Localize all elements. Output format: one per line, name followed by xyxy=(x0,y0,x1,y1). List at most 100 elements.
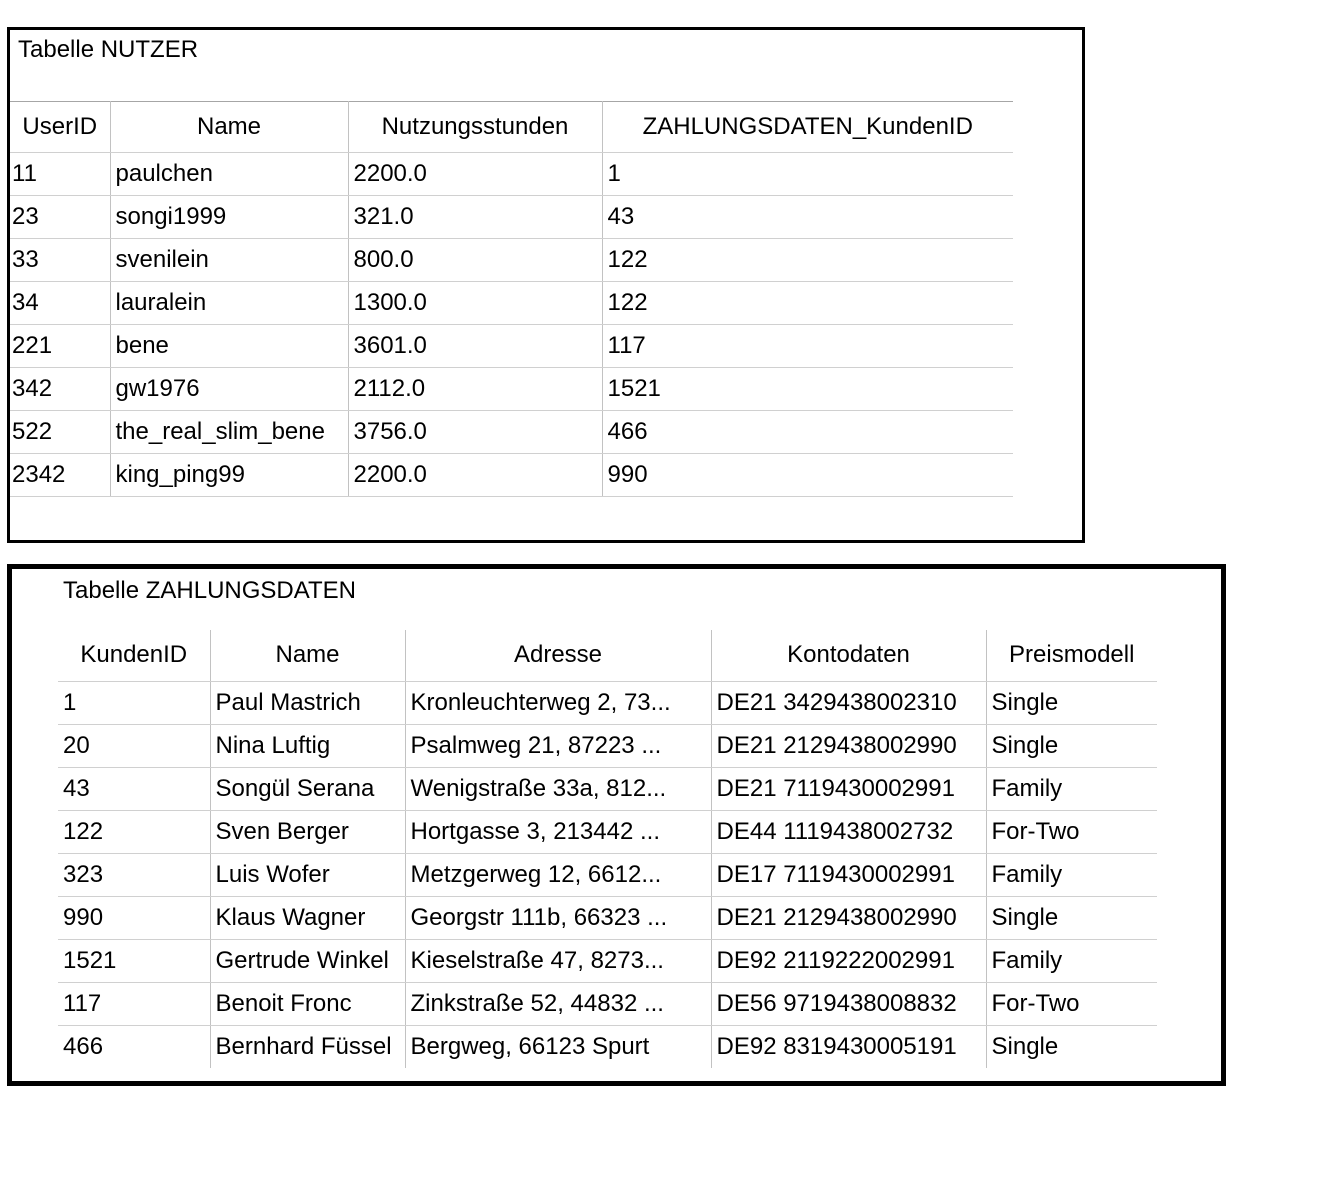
table-cell: Luis Wofer xyxy=(210,853,406,897)
table-cell: 800.0 xyxy=(348,238,603,282)
table-cell: Zinkstraße 52, 44832 ... xyxy=(405,982,712,1026)
table-row: 522 the_real_slim_bene 3756.0 466 xyxy=(10,410,1013,454)
table-cell: bene xyxy=(110,324,349,368)
table-cell: Bernhard Füssel xyxy=(210,1025,406,1068)
table-row: 20 Nina Luftig Psalmweg 21, 87223 ... DE21 … xyxy=(58,724,1157,768)
table-row: 122 Sven Berger Hortgasse 3, 213442 ... DE4… xyxy=(58,810,1157,854)
table-cell: 2342 xyxy=(10,453,111,497)
table-cell: 221 xyxy=(10,324,111,368)
column-header: Name xyxy=(110,101,349,153)
column-header: KundenID xyxy=(58,630,211,682)
table-cell: king_ping99 xyxy=(110,453,349,497)
column-header: Name xyxy=(210,630,406,682)
zahlungsdaten-table-body: 1 Paul Mastrich Kronleuchterweg 2, 73... DE… xyxy=(58,681,1157,1068)
table-cell: the_real_slim_bene xyxy=(110,410,349,454)
table-cell: 43 xyxy=(58,767,211,811)
table-row: 2342 king_ping99 2200.0 990 xyxy=(10,453,1013,497)
table-cell: Single xyxy=(991,1032,1059,1060)
table-cell: 2200.0 xyxy=(348,152,603,196)
table-row: 342 gw1976 2112.0 1521 xyxy=(10,367,1013,411)
nutzer-table-panel: Tabelle NUTZER UserID Name Nutzungsstunden… xyxy=(7,27,1085,543)
table-row: 33 svenilein 800.0 122 xyxy=(10,238,1013,282)
table-cell: svenilein xyxy=(110,238,349,282)
table-cell: 2112.0 xyxy=(348,367,603,411)
table-cell: lauralein xyxy=(110,281,349,325)
table-cell: 466 xyxy=(602,410,1013,454)
table-row: 43 Songül Serana Wenigstraße 33a, 812... DE… xyxy=(58,767,1157,811)
table-cell: Nina Luftig xyxy=(210,724,406,768)
header-row: UserID Name Nutzungsstunden ZAHLUNGSDATEN_K… xyxy=(10,101,1013,153)
table-cell: 122 xyxy=(58,810,211,854)
table-row: 1 Paul Mastrich Kronleuchterweg 2, 73... DE… xyxy=(58,681,1157,725)
table-cell: Single xyxy=(986,724,1157,768)
table-cell: Family xyxy=(986,939,1157,983)
table-cell: DE56 9719438008832 xyxy=(711,982,987,1026)
table-cell: Metzgerweg 12, 6612... xyxy=(405,853,712,897)
table-cell: Hortgasse 3, 213442 ... xyxy=(405,810,712,854)
table-cell: 122 xyxy=(602,238,1013,282)
table-cell: 33 xyxy=(10,238,111,282)
table-cell: 2200.0 xyxy=(348,453,603,497)
table-row: 11 paulchen 2200.0 1 xyxy=(10,152,1013,196)
table-cell: 990 xyxy=(602,453,1013,497)
table-cell: 1 xyxy=(58,681,211,725)
table-cell: Single xyxy=(986,681,1157,725)
table-cell: DE21 7119430002991 xyxy=(711,767,987,811)
nutzer-table: UserID Name Nutzungsstunden ZAHLUNGSDATEN_K… xyxy=(10,101,1013,497)
table-cell: DE21 3429438002310 xyxy=(711,681,987,725)
table-cell: Family xyxy=(986,853,1157,897)
table-cell: Paul Mastrich xyxy=(210,681,406,725)
table-cell: Psalmweg 21, 87223 ... xyxy=(405,724,712,768)
header-row: KundenID Name Adresse Kontodaten Preismodell xyxy=(58,630,1157,682)
table-cell: 3756.0 xyxy=(348,410,603,454)
table-cell: 43 xyxy=(602,195,1013,239)
table-cell: Benoit Fronc xyxy=(210,982,406,1026)
table-cell: 1521 xyxy=(602,367,1013,411)
table-cell: DE44 1119438002732 xyxy=(711,810,987,854)
table-cell: 990 xyxy=(58,896,211,940)
table-cell: 522 xyxy=(10,410,111,454)
column-header: Adresse xyxy=(405,630,712,682)
table-cell: 23 xyxy=(10,195,111,239)
zahlungsdaten-table-panel: Tabelle ZAHLUNGSDATEN KundenID Name Adress… xyxy=(7,564,1226,1086)
table-cell: Kieselstraße 47, 8273... xyxy=(405,939,712,983)
table-cell: Klaus Wagner xyxy=(210,896,406,940)
column-header: ZAHLUNGSDATEN_KundenID xyxy=(602,101,1013,153)
table-cell: 1300.0 xyxy=(348,281,603,325)
table-cell: DE21 2129438002990 xyxy=(711,724,987,768)
table-cell: Family xyxy=(986,767,1157,811)
column-header: Kontodaten xyxy=(711,630,987,682)
table-cell: 117 xyxy=(58,982,211,1026)
table-cell: 117 xyxy=(602,324,1013,368)
table-cell: Gertrude Winkel xyxy=(210,939,406,983)
table-row: 34 lauralein 1300.0 122 xyxy=(10,281,1013,325)
table-cell: DE92 8319430005191 xyxy=(711,1025,987,1068)
table-cell: For-Two xyxy=(986,810,1157,854)
table-row: 466 Bernhard Füssel Bergweg, 66123 Spurt DE… xyxy=(58,1025,1157,1068)
zahlungsdaten-table-header: KundenID Name Adresse Kontodaten Preismodell xyxy=(58,630,1157,682)
table-cell: 321.0 xyxy=(348,195,603,239)
table-cell: 1 xyxy=(602,152,1013,196)
column-header: Preismodell xyxy=(986,630,1157,682)
nutzer-table-body: 11 paulchen 2200.0 1 23 songi1999 321.0 43 33 sve… xyxy=(10,152,1013,497)
table-cell: 323 xyxy=(58,853,211,897)
table-cell: Kronleuchterweg 2, 73... xyxy=(405,681,712,725)
table-cell: DE17 7119430002991 xyxy=(711,853,987,897)
table-row: 221 bene 3601.0 117 xyxy=(10,324,1013,368)
table-cell: 122 xyxy=(602,281,1013,325)
table-row: 117 Benoit Fronc Zinkstraße 52, 44832 ... D… xyxy=(58,982,1157,1026)
table-cell: Single xyxy=(986,896,1157,940)
table-cell: Songül Serana xyxy=(210,767,406,811)
table-row: 1521 Gertrude Winkel Kieselstraße 47, 8273… xyxy=(58,939,1157,983)
table-cell: 466 xyxy=(58,1025,211,1068)
table-row: 990 Klaus Wagner Georgstr 111b, 66323 ... D… xyxy=(58,896,1157,940)
table-cell: paulchen xyxy=(110,152,349,196)
table-cell: 34 xyxy=(10,281,111,325)
table-cell: 1521 xyxy=(58,939,211,983)
table-row: 323 Luis Wofer Metzgerweg 12, 6612... DE17 … xyxy=(58,853,1157,897)
column-header: UserID xyxy=(10,101,111,153)
table-cell: songi1999 xyxy=(110,195,349,239)
table-cell: 342 xyxy=(10,367,111,411)
table-cell: gw1976 xyxy=(110,367,349,411)
table-row: 23 songi1999 321.0 43 xyxy=(10,195,1013,239)
